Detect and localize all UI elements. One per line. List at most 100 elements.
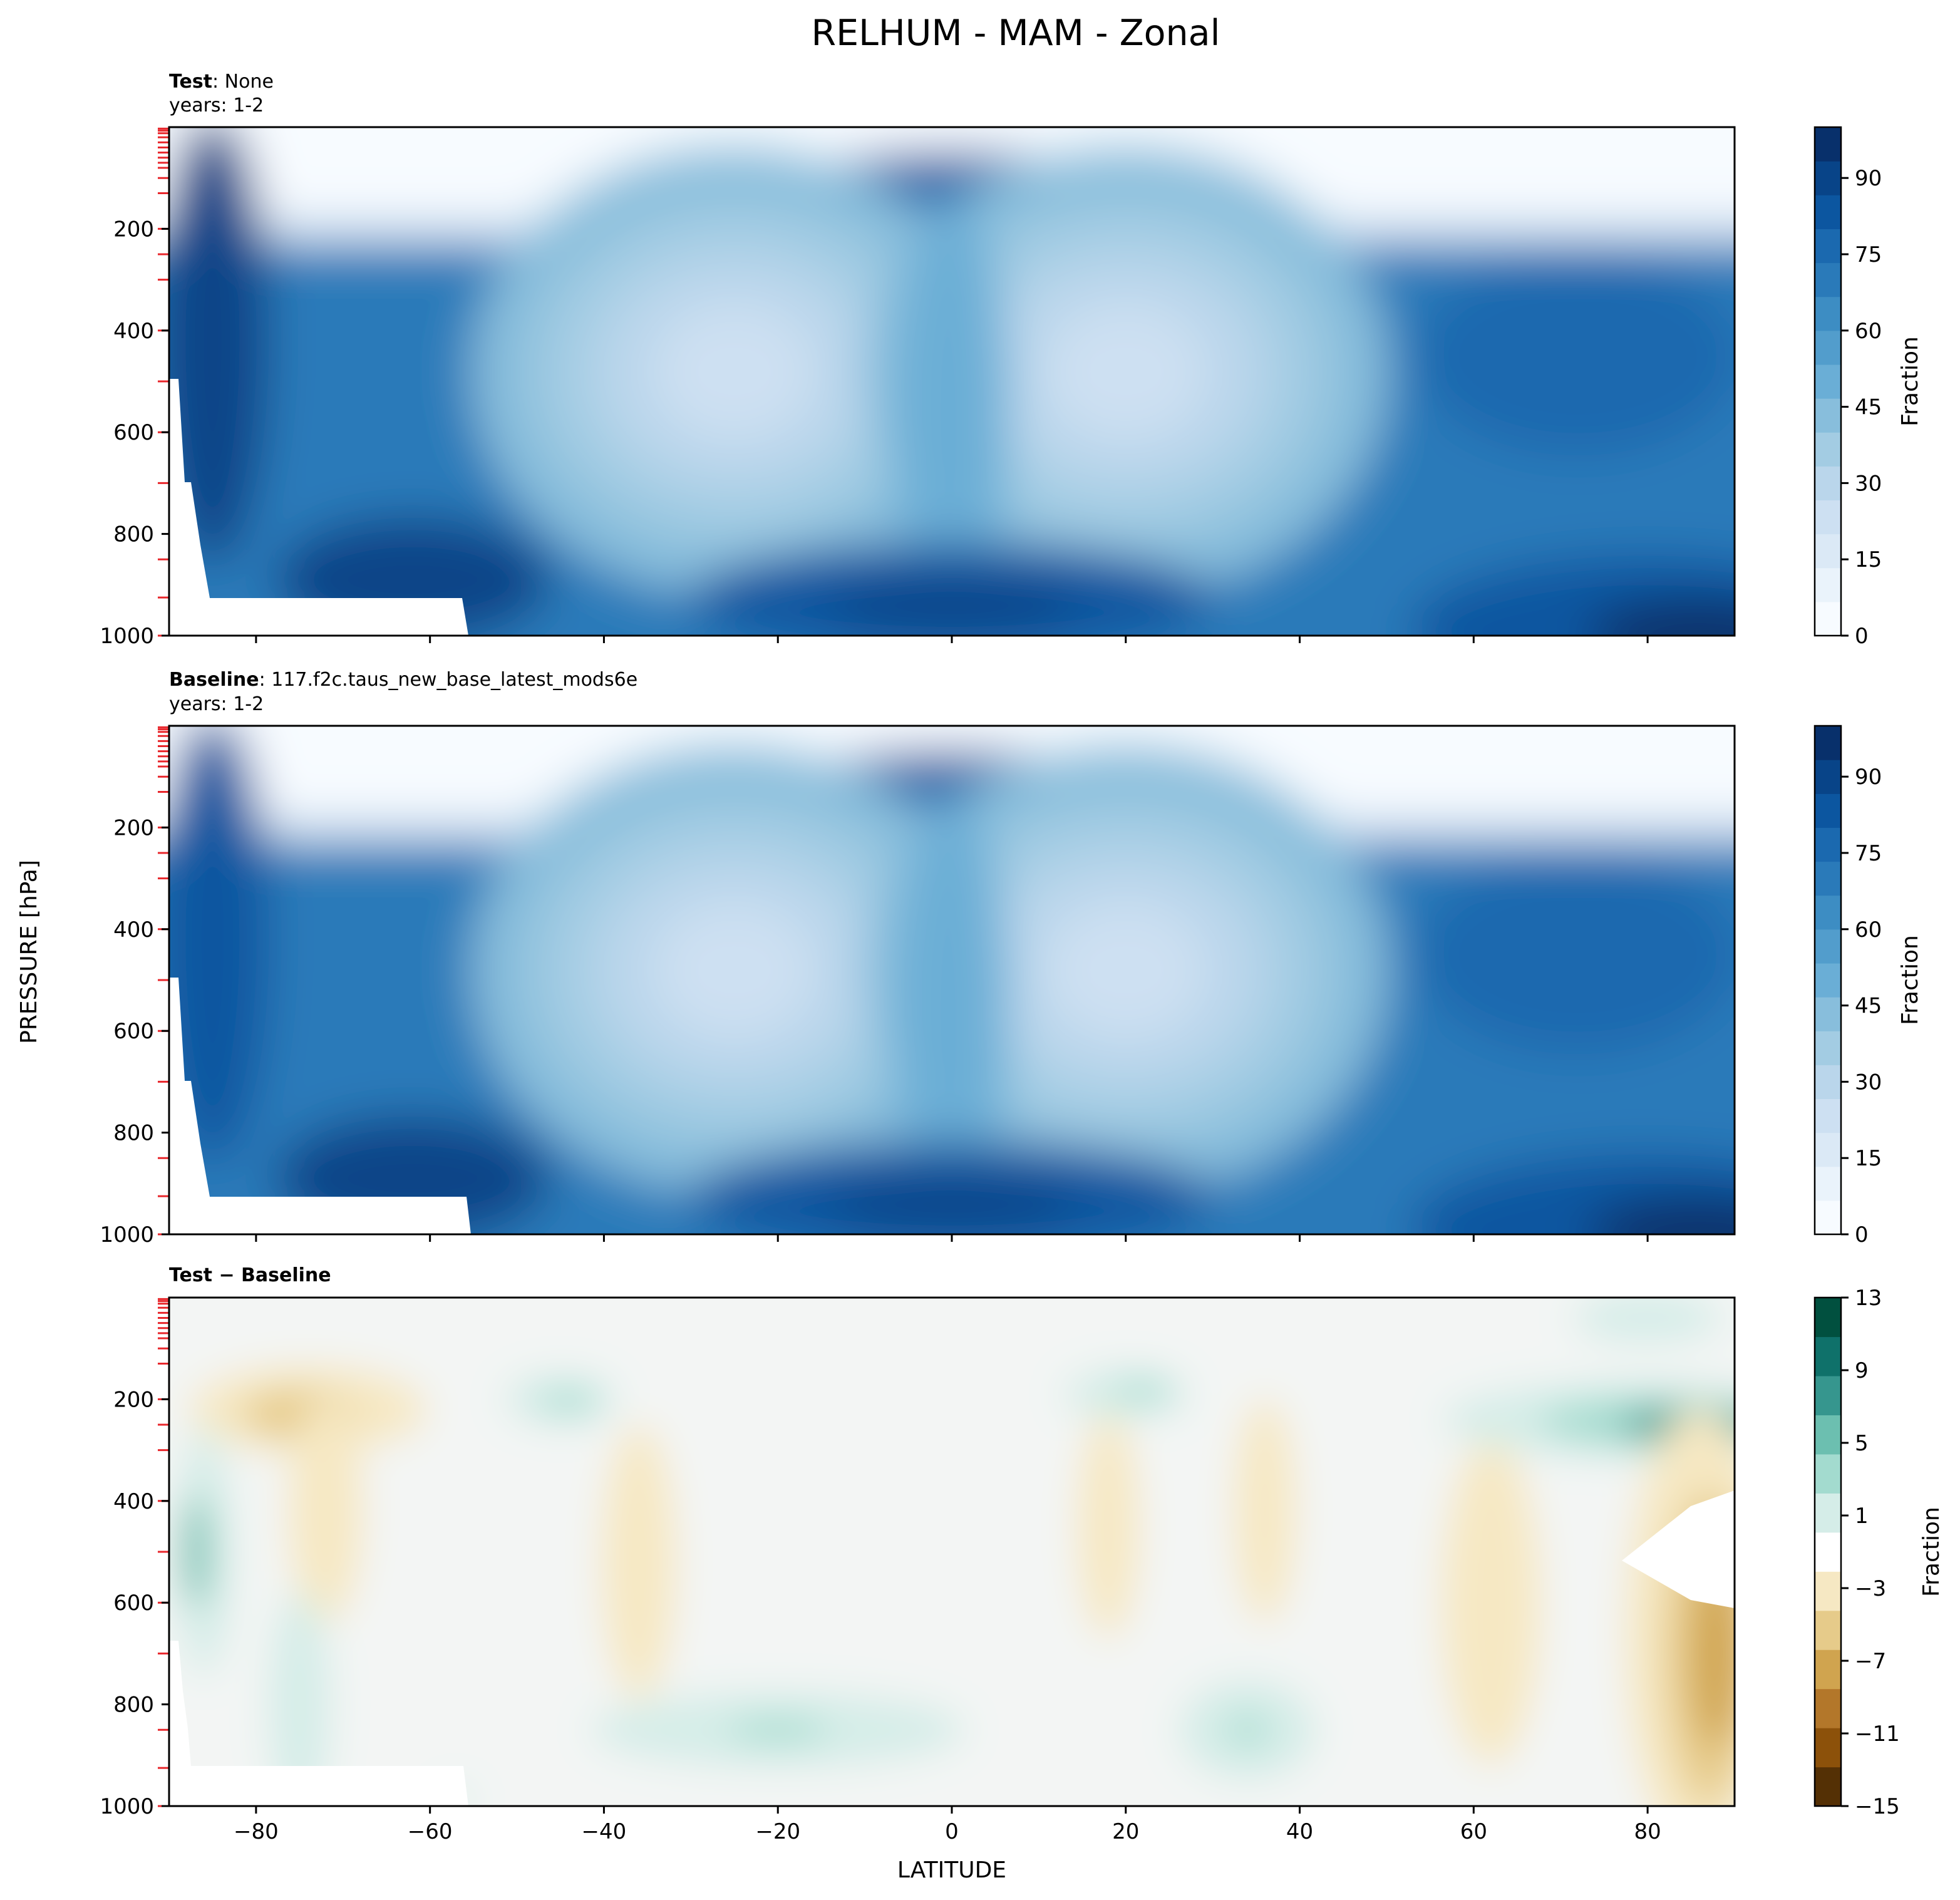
colorbar-segment — [1815, 1065, 1841, 1100]
colorbar-segment — [1815, 567, 1841, 602]
diff-pos-south-pole-core — [181, 1495, 209, 1608]
colorbar-segment — [1815, 1098, 1841, 1133]
rh-tropical-boundary-layer-core — [827, 582, 1077, 633]
panel-test-x-axis — [255, 636, 1649, 643]
colorbar-segment — [1815, 1375, 1841, 1415]
colorbar-segment — [1815, 262, 1841, 297]
rh-south-polar-moist — [169, 127, 269, 566]
panel-test-years: years: 1-2 — [169, 95, 264, 116]
colorbar-tick-label: 1 — [1855, 1504, 1869, 1529]
panel-test-pressure-level-ticks — [158, 127, 169, 637]
diff-neg-nh-subtropic — [1077, 1413, 1140, 1639]
panel-difference-colorbar: −15 −11 −7 −3 1 5 9 13 Fraction — [1813, 1286, 1944, 1819]
colorbar-segment — [1815, 1688, 1841, 1728]
panel-test-field — [169, 127, 1735, 636]
figure-title: RELHUM - MAM - Zonal — [812, 13, 1220, 54]
x-tick-label: −20 — [755, 1819, 800, 1844]
diff-neg-nh-highlat — [1441, 1440, 1542, 1766]
panel-difference-topography-mask — [169, 1641, 468, 1806]
panel-difference-missing-region — [1622, 1490, 1735, 1608]
rh-subtropical-dry-core — [652, 901, 816, 1039]
panel-difference-pressure-level-ticks — [158, 1298, 169, 1807]
colorbar-segment — [1815, 466, 1841, 501]
panel-baseline-label-bold: Baseline — [169, 669, 259, 691]
colorbar-label: Fraction — [1897, 935, 1923, 1025]
colorbar-tick-label: 45 — [1855, 395, 1882, 420]
y-tick-label: 200 — [113, 815, 154, 840]
colorbar-tick-label: 45 — [1855, 994, 1882, 1019]
colorbar-label: Fraction — [1919, 1507, 1944, 1597]
y-tick-label: 600 — [113, 1019, 154, 1044]
panel-baseline-field — [169, 726, 1735, 1234]
colorbar-segment — [1815, 1532, 1841, 1572]
colorbar-tick-label: 30 — [1855, 471, 1882, 496]
colorbar-segment — [1815, 534, 1841, 569]
colorbar-segment — [1815, 229, 1841, 264]
panel-baseline: Baseline: 117.f2c.taus_new_base_latest_m… — [100, 669, 1923, 1247]
rh-arctic-surface — [1587, 1197, 1735, 1234]
colorbar-segment — [1815, 1415, 1841, 1455]
colorbar-segment — [1815, 929, 1841, 964]
y-tick-label: 600 — [113, 1591, 154, 1616]
panel-difference-label: Test − Baseline — [169, 1264, 331, 1286]
diff-neg-sh-midtrop — [601, 1424, 676, 1700]
panel-baseline-colorbar: 0 15 30 45 60 75 90 Fraction — [1813, 725, 1923, 1247]
colorbar-segment — [1815, 895, 1841, 930]
rh-tropical-boundary-layer-core — [827, 1181, 1077, 1232]
panel-test-label-rest: : None — [212, 71, 274, 93]
colorbar-segment — [1815, 1610, 1841, 1650]
panel-test-topography-mask — [169, 379, 468, 636]
colorbar-tick-label: 60 — [1855, 917, 1882, 942]
x-tick-label: 0 — [945, 1819, 959, 1844]
panel-difference-field — [169, 1298, 1735, 1806]
colorbar-tick-label: 30 — [1855, 1070, 1882, 1095]
panel-baseline-years: years: 1-2 — [169, 693, 264, 715]
colorbar-frame — [1813, 1296, 1842, 1807]
panel-test-colorbar: 0 15 30 45 60 75 90 Fraction — [1813, 126, 1923, 649]
colorbar-segment — [1815, 1200, 1841, 1235]
panel-baseline-label: Baseline: 117.f2c.taus_new_base_latest_m… — [169, 669, 637, 691]
colorbar-segment — [1815, 601, 1841, 636]
colorbar-tick-label: 90 — [1855, 765, 1882, 790]
colorbar-segment — [1815, 195, 1841, 229]
diff-neg-sh-tail — [288, 1398, 363, 1624]
diff-pos-sh-lower — [268, 1591, 331, 1806]
colorbar-segment — [1815, 963, 1841, 998]
rh-northern-midlat-moist — [1415, 256, 1735, 457]
rh-equatorial-column — [895, 199, 1008, 625]
panel-baseline-x-axis — [255, 1234, 1649, 1242]
diff-pos-sh-upper-core — [540, 1390, 597, 1413]
colorbar-segment — [1815, 793, 1841, 828]
colorbar-segment — [1815, 398, 1841, 433]
colorbar-segment — [1815, 827, 1841, 862]
x-tick-label: −40 — [582, 1819, 627, 1844]
panel-difference-x-axis: −80 −60 −40 −20 0 20 40 60 80 — [234, 1806, 1661, 1844]
colorbar-segment — [1815, 127, 1841, 162]
rh-arctic-surface — [1587, 598, 1735, 636]
x-tick-label: −80 — [234, 1819, 279, 1844]
colorbar-frame — [1813, 126, 1842, 637]
y-axis-label: PRESSURE [hPa] — [16, 860, 42, 1044]
panel-baseline-topography-mask — [169, 978, 471, 1234]
diff-neg-nh-midlat — [1234, 1398, 1296, 1624]
colorbar-label: Fraction — [1897, 336, 1923, 426]
colorbar-segment — [1815, 1031, 1841, 1065]
x-tick-label: 60 — [1460, 1819, 1487, 1844]
colorbar-tick-label: −11 — [1855, 1722, 1900, 1747]
colorbar-segment — [1815, 161, 1841, 195]
panel-difference-label-bold: Test − Baseline — [169, 1264, 331, 1286]
y-tick-label: 1000 — [100, 624, 154, 649]
panel-test-label-bold: Test — [169, 71, 212, 93]
colorbar-tick-label: 90 — [1855, 166, 1882, 191]
y-tick-label: 200 — [113, 1387, 154, 1412]
colorbar-segment — [1815, 1571, 1841, 1611]
colorbar-segment — [1815, 296, 1841, 331]
colorbar-segment — [1815, 432, 1841, 467]
diff-pos-nh-upper-core — [1115, 1379, 1172, 1400]
colorbar-segment — [1815, 1453, 1841, 1494]
colorbar-tick-label: 0 — [1855, 624, 1869, 649]
y-tick-label: 800 — [113, 1121, 154, 1146]
colorbar-segment — [1815, 1650, 1841, 1690]
colorbar-segment — [1815, 1493, 1841, 1533]
